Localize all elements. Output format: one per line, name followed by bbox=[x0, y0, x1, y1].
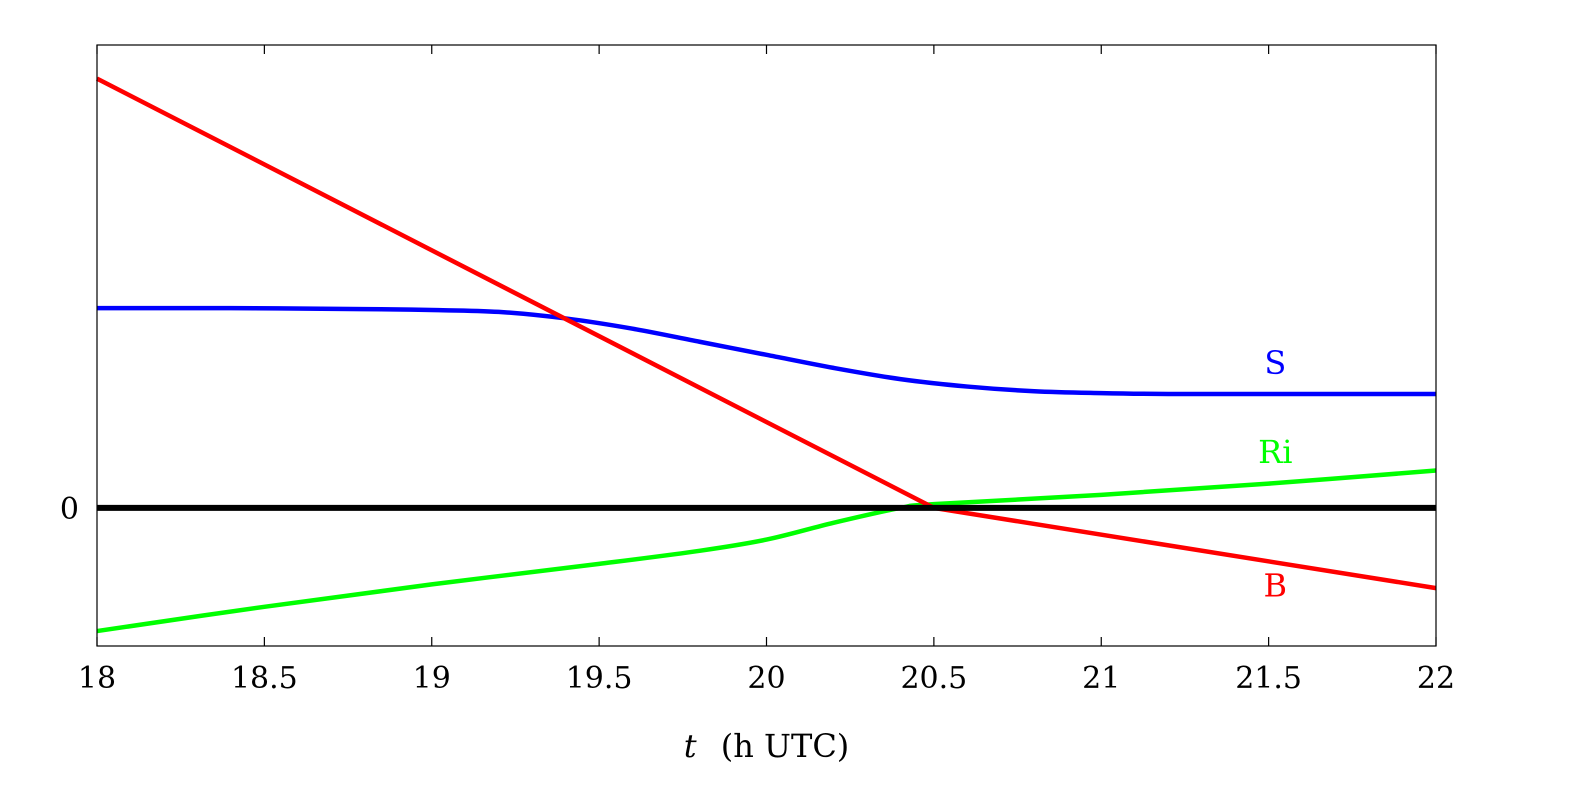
series-line-b bbox=[95, 76, 1437, 591]
x-tick-label: 18 bbox=[78, 661, 116, 696]
series-layer bbox=[95, 76, 1437, 634]
x-tick-label: 20.5 bbox=[900, 661, 967, 696]
x-tick-label: 19 bbox=[413, 661, 451, 696]
ticks-layer: 18 18.5 19 19.5 20 20.5 21 21.5 22 0 bbox=[60, 45, 1455, 696]
x-tick-label: 20 bbox=[747, 661, 785, 696]
x-axis-title: t (h UTC) bbox=[684, 727, 850, 765]
series-line-s bbox=[96, 305, 1436, 397]
series-label-b: B bbox=[1264, 566, 1288, 604]
y-tick-label: 0 bbox=[60, 492, 79, 527]
series-line-ri bbox=[96, 468, 1437, 634]
x-axis-variable: t bbox=[684, 727, 697, 765]
x-tick-label: 18.5 bbox=[231, 661, 298, 696]
x-axis-unit: (h UTC) bbox=[721, 727, 850, 765]
x-tick-label: 22 bbox=[1417, 661, 1455, 696]
series-labels: S Ri B bbox=[1258, 344, 1292, 604]
x-tick-label: 21 bbox=[1082, 661, 1120, 696]
series-label-ri: Ri bbox=[1258, 433, 1292, 471]
series-label-s: S bbox=[1264, 344, 1286, 382]
x-tick-label: 19.5 bbox=[566, 661, 633, 696]
x-tick-label: 21.5 bbox=[1235, 661, 1302, 696]
